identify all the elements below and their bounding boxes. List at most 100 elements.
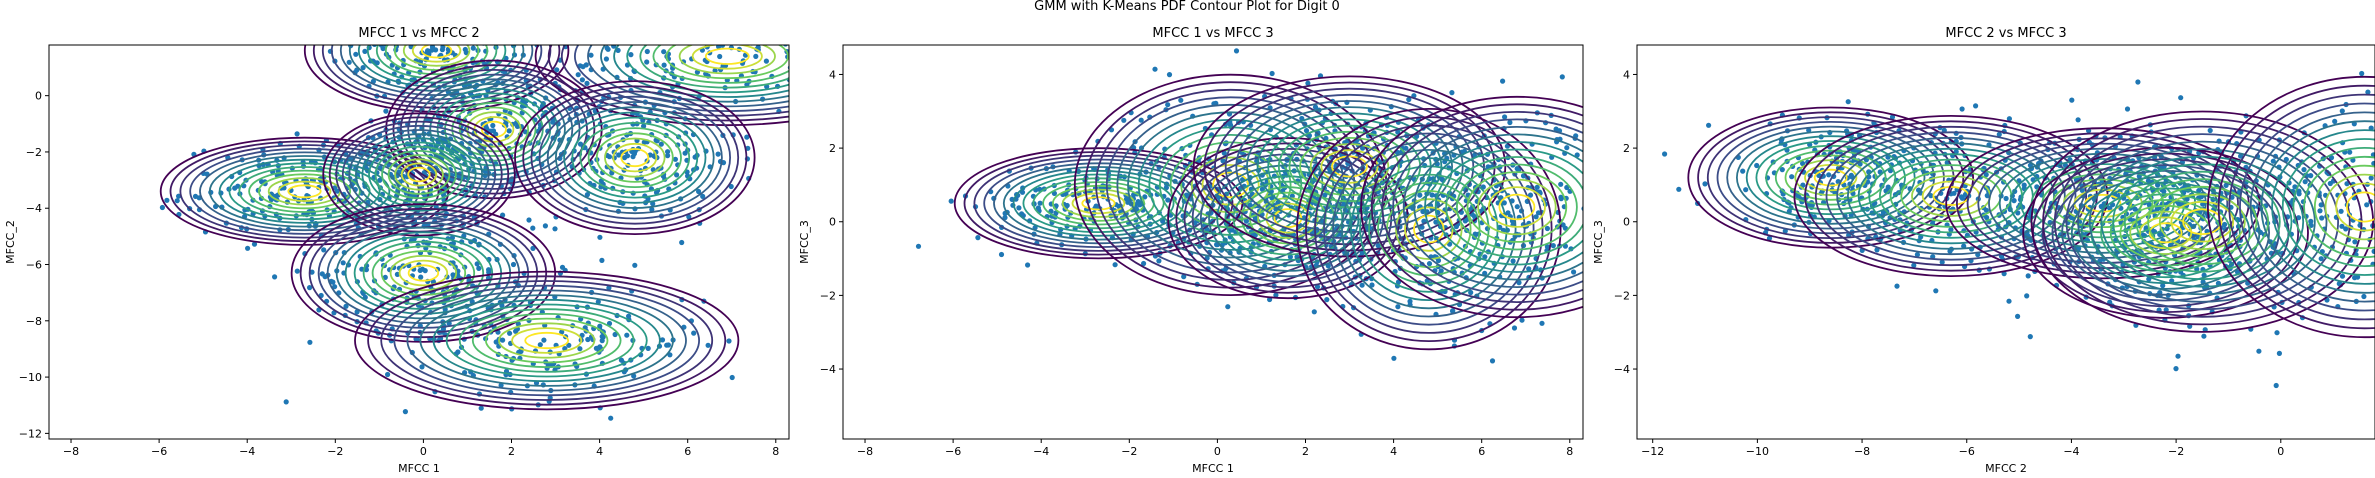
plot-area bbox=[915, 48, 1583, 364]
contour-line bbox=[1413, 214, 1445, 244]
data-point bbox=[1894, 283, 1900, 289]
y-tick-label: 0 bbox=[1623, 216, 1630, 229]
data-point bbox=[1516, 167, 1522, 173]
data-point bbox=[1558, 196, 1564, 202]
contour-line bbox=[2313, 164, 2375, 250]
data-point bbox=[259, 179, 265, 185]
contour-line bbox=[419, 294, 674, 387]
data-point bbox=[1743, 187, 1749, 193]
data-point bbox=[975, 235, 981, 241]
contour-line bbox=[228, 162, 381, 221]
data-point bbox=[2015, 313, 2021, 319]
y-tick-label: −2 bbox=[820, 289, 836, 302]
data-point bbox=[2361, 293, 2367, 300]
contour-line bbox=[380, 280, 714, 401]
y-tick-label: 2 bbox=[1623, 142, 1630, 155]
data-point bbox=[1472, 231, 1478, 237]
contour-line bbox=[1071, 192, 1126, 215]
data-point bbox=[622, 155, 628, 161]
contour-line bbox=[2207, 75, 2375, 339]
data-point bbox=[605, 46, 611, 52]
contour-line bbox=[1169, 141, 1292, 229]
contour-line bbox=[2249, 111, 2375, 303]
data-point bbox=[2371, 160, 2375, 167]
data-point bbox=[645, 345, 651, 351]
y-axis-label: MFCC_2 bbox=[4, 220, 17, 264]
axes-frame bbox=[842, 44, 1584, 440]
contour-line bbox=[2182, 208, 2223, 236]
data-point bbox=[1562, 225, 1568, 231]
contour-line bbox=[1370, 103, 1583, 311]
data-point bbox=[530, 245, 536, 251]
contour-line bbox=[514, 80, 756, 236]
y-tick-label: 4 bbox=[829, 68, 836, 81]
data-point bbox=[490, 122, 496, 129]
data-point bbox=[2222, 221, 2228, 228]
contour-line bbox=[400, 162, 438, 187]
data-point bbox=[2200, 201, 2206, 207]
data-point bbox=[2145, 178, 2151, 184]
contour-line bbox=[2147, 185, 2258, 258]
contour-line bbox=[579, 122, 691, 194]
plot-area bbox=[1662, 70, 2375, 389]
data-point bbox=[382, 274, 388, 280]
y-tick-label: −4 bbox=[820, 363, 836, 376]
panel-title: MFCC 1 vs MFCC 2 bbox=[358, 26, 479, 41]
contour-line bbox=[963, 151, 1234, 256]
data-point bbox=[616, 152, 622, 158]
contour-line bbox=[277, 180, 332, 202]
data-point bbox=[717, 53, 723, 60]
data-point bbox=[1501, 200, 1507, 206]
data-point bbox=[2296, 215, 2302, 221]
contour-line bbox=[1402, 126, 1583, 288]
data-point bbox=[506, 128, 512, 134]
data-point bbox=[1983, 207, 1989, 213]
data-point bbox=[245, 245, 251, 251]
contour-line bbox=[1745, 135, 1916, 220]
data-point bbox=[307, 339, 313, 345]
panel-title: MFCC 2 vs MFCC 3 bbox=[1945, 26, 2066, 41]
contour-line bbox=[2158, 193, 2246, 251]
data-point bbox=[1375, 243, 1381, 249]
data-point bbox=[515, 321, 521, 327]
data-point bbox=[712, 68, 718, 74]
data-point bbox=[1539, 320, 1545, 326]
contour-line bbox=[2053, 125, 2351, 318]
data-point bbox=[463, 50, 469, 56]
data-point bbox=[418, 274, 424, 280]
data-point bbox=[2270, 158, 2276, 164]
data-point bbox=[1312, 104, 1319, 110]
data-point bbox=[653, 189, 660, 196]
data-point bbox=[383, 108, 389, 114]
contour-line bbox=[604, 137, 666, 178]
data-point bbox=[1514, 204, 1520, 210]
data-point bbox=[1500, 78, 1506, 84]
data-point bbox=[402, 409, 408, 415]
data-point bbox=[2024, 293, 2030, 299]
contour-line bbox=[407, 166, 431, 183]
data-point bbox=[577, 141, 584, 147]
data-point bbox=[1181, 274, 1187, 280]
data-point bbox=[526, 217, 532, 223]
contour-line bbox=[1392, 118, 1583, 296]
data-point bbox=[2283, 156, 2289, 163]
contour-line bbox=[1836, 136, 2066, 256]
contour-line bbox=[1296, 108, 1562, 351]
data-point bbox=[493, 131, 499, 137]
contour-line bbox=[563, 111, 707, 204]
contour-line bbox=[1381, 111, 1583, 303]
data-point bbox=[1706, 122, 1712, 128]
data-point bbox=[429, 45, 436, 50]
y-tick-label: 2 bbox=[829, 142, 836, 155]
data-point bbox=[588, 52, 594, 58]
pdf-contours bbox=[159, 45, 789, 411]
contour-line bbox=[511, 327, 583, 354]
data-point bbox=[1165, 102, 1171, 108]
data-point bbox=[1961, 243, 1967, 249]
contour-line bbox=[1350, 157, 1508, 302]
data-point bbox=[1544, 244, 1550, 250]
data-point bbox=[1142, 194, 1148, 200]
data-point bbox=[1468, 289, 1474, 296]
data-point bbox=[1025, 262, 1031, 268]
data-point bbox=[2339, 273, 2346, 279]
